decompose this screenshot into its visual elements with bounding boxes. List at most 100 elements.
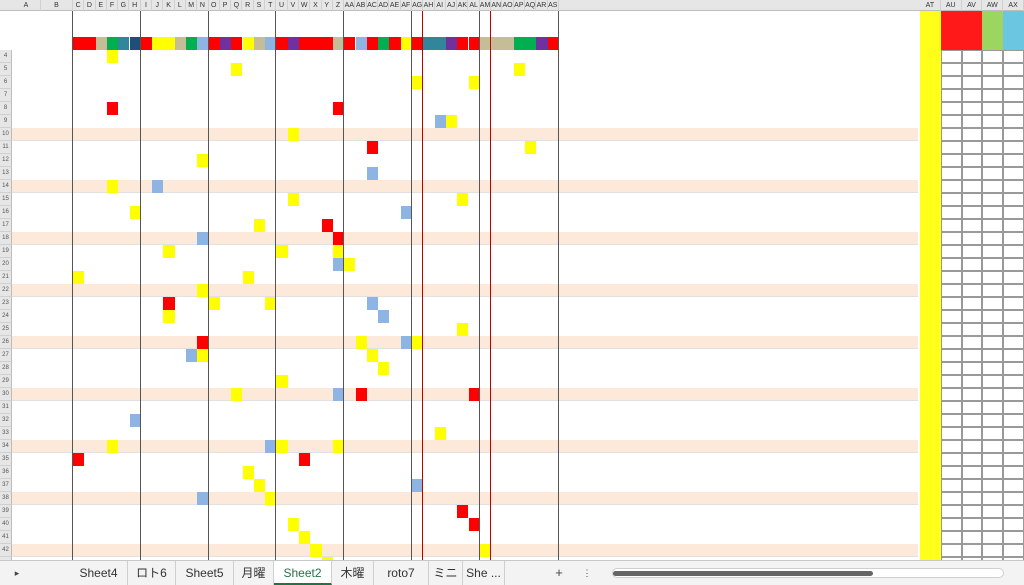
column-letter[interactable]: E (96, 0, 107, 11)
number-cell[interactable] (356, 349, 367, 362)
number-cell[interactable] (536, 141, 547, 154)
number-cell[interactable] (457, 76, 468, 89)
stat-cell[interactable] (961, 349, 983, 362)
number-cell[interactable] (389, 284, 400, 297)
column-letter[interactable]: AS (548, 0, 559, 11)
tab-6[interactable]: roto7 (374, 561, 429, 585)
stat-cell[interactable] (982, 154, 1004, 167)
number-cell[interactable] (163, 63, 174, 76)
round-cell[interactable] (41, 310, 73, 323)
stat-cell[interactable] (961, 193, 983, 206)
stat-cell[interactable] (1003, 388, 1024, 401)
number-cell[interactable] (434, 427, 446, 440)
stat-cell[interactable] (961, 232, 983, 245)
date-cell[interactable] (12, 232, 41, 245)
number-cell[interactable] (446, 492, 457, 505)
horizontal-scrollbar[interactable] (612, 568, 1004, 578)
date-cell[interactable] (12, 102, 41, 115)
number-cell[interactable] (367, 193, 378, 206)
date-cell[interactable] (12, 245, 41, 258)
number-cell[interactable] (243, 349, 254, 362)
stat-cell[interactable] (1003, 89, 1024, 102)
number-cell[interactable] (243, 102, 254, 115)
date-cell[interactable] (12, 544, 41, 557)
number-cell[interactable] (106, 180, 119, 193)
number-cell[interactable] (73, 154, 84, 167)
stat-cell[interactable] (961, 375, 983, 388)
number-cell[interactable] (163, 310, 175, 323)
row-number[interactable]: 18 (0, 232, 12, 245)
stat-cell[interactable] (940, 206, 962, 219)
row-number[interactable]: 40 (0, 518, 12, 531)
number-cell[interactable] (389, 102, 400, 115)
number-cell[interactable] (254, 453, 265, 466)
number-cell[interactable] (378, 414, 389, 427)
number-cell[interactable] (276, 89, 287, 102)
column-letter[interactable]: H (130, 0, 141, 11)
stat-cell[interactable] (982, 193, 1004, 206)
column-letter[interactable]: AD (378, 0, 390, 11)
number-cell[interactable] (446, 102, 457, 115)
number-cell[interactable] (253, 479, 266, 492)
stat-cell[interactable] (1003, 245, 1024, 258)
tab-8[interactable]: She ... (463, 561, 505, 585)
stat-cell[interactable] (982, 401, 1004, 414)
number-cell[interactable] (175, 349, 186, 362)
number-cell[interactable] (175, 440, 186, 453)
date-cell[interactable] (12, 336, 41, 349)
stat-cell[interactable] (982, 115, 1004, 128)
stat-cell[interactable] (982, 141, 1004, 154)
header-number-cell[interactable] (276, 37, 288, 50)
stat-cell[interactable] (940, 518, 962, 531)
stat-cell[interactable] (940, 505, 962, 518)
column-letter[interactable]: V (288, 0, 299, 11)
number-cell[interactable] (321, 557, 333, 560)
stat-cell[interactable] (940, 388, 962, 401)
number-cell[interactable] (299, 505, 310, 518)
stat-cell[interactable] (1003, 492, 1024, 505)
stat-cell[interactable] (982, 76, 1004, 89)
number-cell[interactable] (446, 76, 457, 89)
number-cell[interactable] (355, 388, 367, 401)
header-number-cell[interactable] (231, 37, 243, 50)
round-cell[interactable] (41, 479, 73, 492)
header-number-cell[interactable] (163, 37, 175, 50)
stat-cell[interactable] (982, 180, 1004, 193)
stat-cell[interactable] (961, 544, 983, 557)
round-cell[interactable] (41, 531, 73, 544)
date-cell[interactable] (12, 505, 41, 518)
header-number-cell[interactable] (208, 37, 220, 50)
column-letter[interactable]: AT (920, 0, 941, 11)
number-cell[interactable] (457, 323, 469, 336)
column-letter[interactable]: AM (479, 0, 492, 11)
number-cell[interactable] (231, 544, 242, 557)
header-number-cell[interactable] (95, 37, 107, 50)
number-cell[interactable] (468, 76, 480, 89)
column-letter[interactable]: W (299, 0, 311, 11)
number-cell[interactable] (525, 141, 537, 154)
stat-cell[interactable] (961, 518, 983, 531)
number-cell[interactable] (400, 336, 412, 349)
date-cell[interactable] (12, 414, 41, 427)
number-cell[interactable] (118, 271, 129, 284)
number-cell[interactable] (423, 492, 434, 505)
round-cell[interactable] (41, 89, 73, 102)
round-cell[interactable] (41, 271, 73, 284)
stat-cell[interactable] (940, 63, 962, 76)
header-number-cell[interactable] (412, 37, 424, 50)
header-number-cell[interactable] (287, 37, 299, 50)
column-letter[interactable]: S (254, 0, 266, 11)
date-cell[interactable] (12, 271, 41, 284)
column-letter[interactable]: U (276, 0, 288, 11)
number-cell[interactable] (299, 466, 310, 479)
stat-cell[interactable] (940, 180, 962, 193)
number-cell[interactable] (525, 115, 536, 128)
number-cell[interactable] (208, 297, 220, 310)
stat-cell[interactable] (982, 89, 1004, 102)
number-cell[interactable] (457, 505, 469, 518)
stat-cell[interactable] (1003, 518, 1024, 531)
stat-cell[interactable] (940, 154, 962, 167)
number-cell[interactable] (400, 206, 412, 219)
number-cell[interactable] (73, 232, 84, 245)
round-cell[interactable] (41, 76, 73, 89)
